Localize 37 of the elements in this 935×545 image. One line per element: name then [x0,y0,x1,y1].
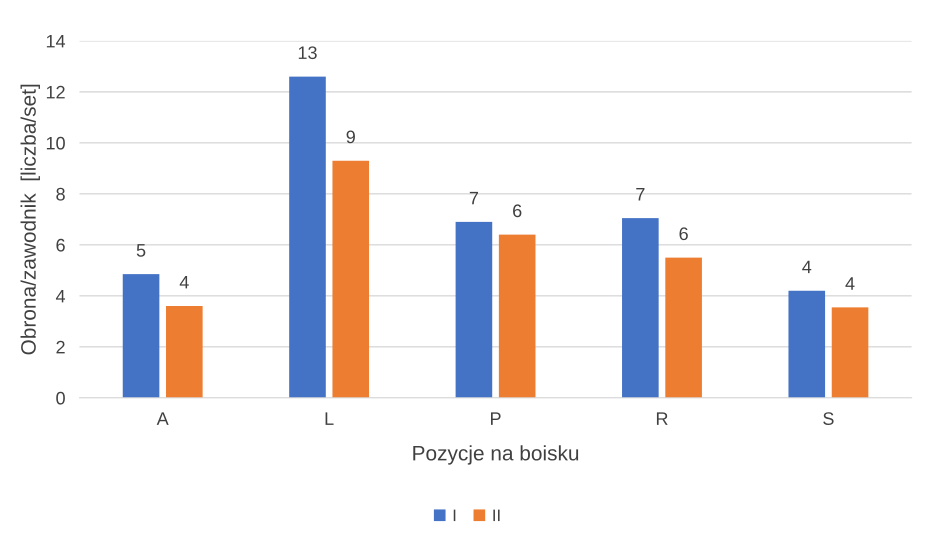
legend-label: II [493,510,500,522]
data-label: 4 [802,260,812,274]
data-label: 9 [346,130,355,144]
y-tick-label: 8 [56,188,65,201]
data-label: 13 [298,46,317,60]
data-label: 4 [180,276,189,288]
bar [498,234,536,398]
y-tick-label: 6 [56,238,65,252]
bar [289,76,326,398]
legend-label: I [454,510,456,522]
data-label: 7 [636,188,644,200]
bar [832,307,868,398]
y-tick-label: 14 [46,34,66,48]
bar [166,306,203,398]
bar [788,290,826,398]
bar [622,218,659,398]
bar [122,274,160,398]
bar [456,222,492,398]
x-tick-label: S [823,412,834,425]
y-axis-title: Obrona/zawodnik [liczba/set] [20,84,40,354]
y-tick-label: 12 [46,86,65,98]
y-tick-label: 10 [46,136,65,150]
y-tick-label: 2 [56,340,65,354]
x-tick-label: P [491,412,501,425]
y-tick-label: 4 [56,290,66,302]
data-label: 4 [845,277,855,290]
x-axis-title: Pozycje na boisku [413,445,578,465]
x-tick-label: A [156,412,169,425]
x-tick-label: R [656,412,668,425]
data-label: 6 [513,204,522,218]
bar [665,258,702,398]
data-label: 6 [680,227,688,240]
y-tick-label: 0 [56,392,65,405]
x-tick-label: L [326,412,334,425]
bar [332,160,370,398]
data-label: 7 [470,192,478,204]
data-label: 5 [136,244,146,257]
